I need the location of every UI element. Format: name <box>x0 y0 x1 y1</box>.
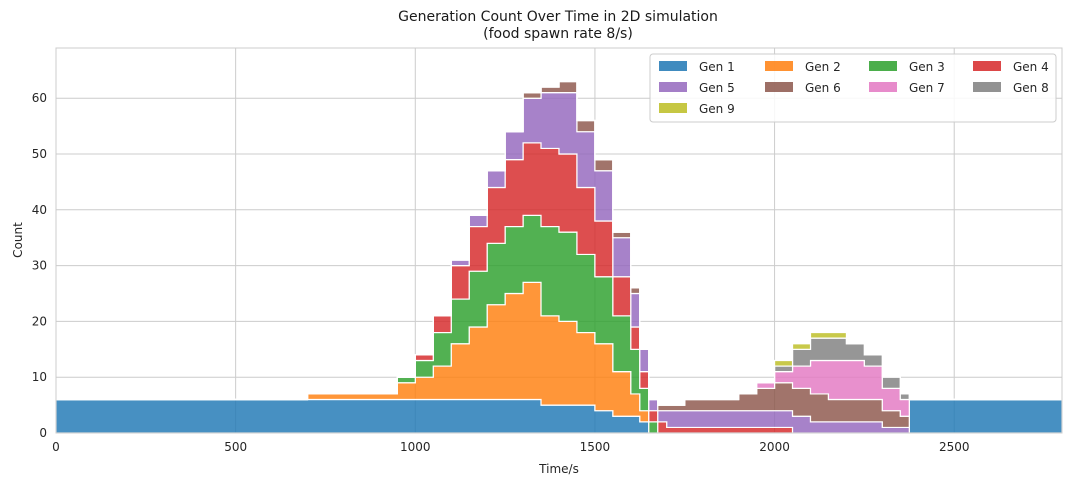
legend: Gen 1 Gen 2 Gen 3 Gen 4 Gen 5 Gen 6 Gen 7 Gen 8… <box>649 53 1057 123</box>
y-tick-label: 20 <box>32 314 47 328</box>
y-tick-label: 50 <box>32 147 47 161</box>
x-tick-label: 1500 <box>580 440 611 454</box>
legend-label: Gen 3 <box>909 60 945 74</box>
legend-label: Gen 9 <box>699 102 735 116</box>
x-tick-label: 0 <box>52 440 60 454</box>
x-tick-label: 2000 <box>759 440 790 454</box>
legend-label: Gen 7 <box>909 81 945 95</box>
legend-label: Gen 8 <box>1013 81 1049 95</box>
stacked-areas <box>55 80 1063 434</box>
y-tick-label: 60 <box>32 91 47 105</box>
legend-label: Gen 2 <box>805 60 841 74</box>
x-axis-label: Time/s <box>538 462 579 476</box>
tick-labels: 0 500 1000 1500 2000 2500 0 10 20 30 40 50 60 <box>32 91 970 454</box>
area-gen-9 <box>56 80 1062 406</box>
legend-label: Gen 6 <box>805 81 841 95</box>
legend-swatch <box>869 61 897 71</box>
legend-swatch <box>973 61 1001 71</box>
legend-swatch <box>659 103 687 113</box>
chart-subtitle: (food spawn rate 8/s) <box>483 26 633 42</box>
x-tick-label: 500 <box>224 440 247 454</box>
y-tick-label: 40 <box>32 203 47 217</box>
plot-frame <box>55 47 1063 434</box>
legend-label: Gen 1 <box>699 60 735 74</box>
legend-swatch <box>765 82 793 92</box>
legend-swatch <box>869 82 897 92</box>
legend-swatch <box>765 61 793 71</box>
x-tick-label: 2500 <box>939 440 970 454</box>
y-tick-label: 10 <box>32 370 47 384</box>
y-tick-label: 30 <box>32 259 47 273</box>
legend-label: Gen 4 <box>1013 60 1049 74</box>
chart-title: Generation Count Over Time in 2D simulat… <box>398 9 718 25</box>
legend-swatch <box>973 82 1001 92</box>
legend-swatch <box>659 61 687 71</box>
legend-label: Gen 5 <box>699 81 735 95</box>
legend-box <box>649 53 1057 123</box>
x-tick-label: 1000 <box>400 440 431 454</box>
y-tick-label: 0 <box>39 426 47 440</box>
legend-swatch <box>659 82 687 92</box>
y-axis-label: Count <box>11 222 25 258</box>
